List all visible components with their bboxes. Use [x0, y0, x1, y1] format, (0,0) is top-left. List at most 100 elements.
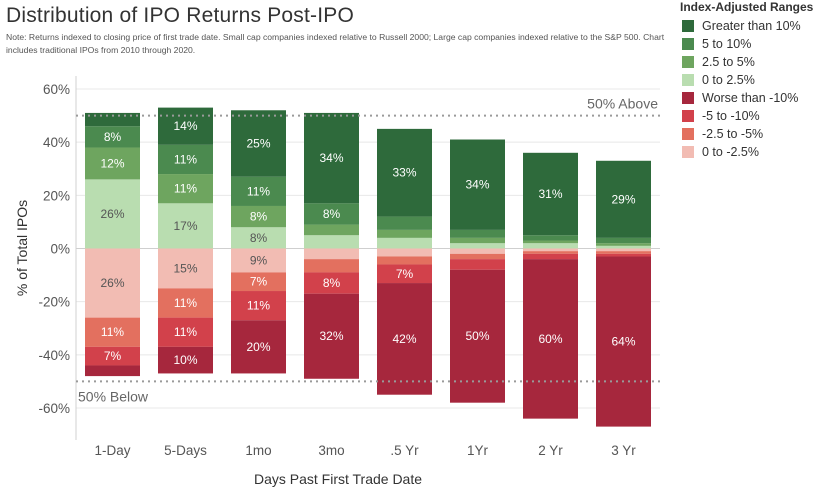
- bar-segment-label: 10%: [173, 353, 197, 367]
- bar-segment: [158, 203, 213, 249]
- bar-segment: [85, 317, 140, 347]
- bar-segment-label: 34%: [319, 151, 343, 165]
- legend-swatch: [682, 92, 694, 104]
- bar-segment: [596, 245, 651, 249]
- bar-segment-label: 11%: [174, 182, 197, 196]
- reference-line-label: 50% Below: [78, 388, 149, 404]
- bar-segment: [231, 291, 286, 321]
- bar-segment: [231, 248, 286, 273]
- bar-segment: [377, 237, 432, 249]
- bar-segment-label: 60%: [538, 332, 562, 346]
- bar-segment: [158, 107, 213, 145]
- bar-segment-label: 11%: [101, 325, 124, 339]
- y-tick-label: 0%: [50, 242, 70, 257]
- legend-swatch: [682, 146, 694, 158]
- bar-segment-label: 32%: [319, 329, 343, 343]
- bar-segment: [523, 240, 578, 244]
- bar-segment-label: 11%: [247, 184, 270, 198]
- chart-title: Distribution of IPO Returns Post-IPO: [6, 4, 354, 27]
- bar-segment: [596, 251, 651, 254]
- bar-segment: [596, 243, 651, 246]
- bar-segment-label: 20%: [246, 340, 270, 354]
- y-tick-label: -40%: [38, 348, 70, 363]
- bar-segment-label: 42%: [392, 332, 416, 346]
- bar-segment-label: 12%: [100, 156, 124, 170]
- chart-note: Note: Returns indexed to closing price o…: [6, 32, 665, 55]
- x-tick-label: 2 Yr: [538, 443, 563, 458]
- bar-segment: [85, 248, 140, 318]
- bar-segment-label: 33%: [392, 166, 416, 180]
- bar-segment: [231, 320, 286, 374]
- bar-segment: [231, 205, 286, 228]
- bar-segment: [450, 269, 505, 403]
- bar-segment: [85, 126, 140, 148]
- bar-segment-label: 11%: [247, 299, 270, 313]
- bar-segment-label: 11%: [174, 296, 197, 310]
- legend-swatch: [682, 128, 694, 140]
- bar-segment: [450, 229, 505, 238]
- legend: Index-Adjusted Ranges Greater than 10% 5…: [660, 0, 820, 161]
- bar-segment: [523, 235, 578, 241]
- x-axis-title: Days Past First Trade Date: [254, 471, 422, 487]
- bar-segment: [231, 272, 286, 292]
- legend-item-minus-5-to-minus-10[interactable]: -5 to -10%: [682, 107, 820, 125]
- bar-segment-label: 17%: [173, 219, 197, 233]
- bar-segment-label: 8%: [323, 276, 341, 290]
- legend-label: 2.5 to 5%: [702, 55, 755, 69]
- bar-segment: [450, 253, 505, 260]
- x-tick-label: .5 Yr: [390, 443, 419, 458]
- legend-label: Greater than 10%: [702, 19, 801, 33]
- bar-segment: [523, 243, 578, 249]
- legend-swatch: [682, 38, 694, 50]
- bar-segment-label: 8%: [250, 231, 268, 245]
- bar-segment: [450, 237, 505, 244]
- bar-segment: [377, 264, 432, 284]
- bar-segment: [158, 288, 213, 318]
- legend-item-0-to-2-5[interactable]: 0 to 2.5%: [682, 71, 820, 89]
- bar-segment: [377, 229, 432, 238]
- bar-segment-label: 31%: [538, 187, 562, 201]
- legend-item-2-5-to-5[interactable]: 2.5 to 5%: [682, 53, 820, 71]
- bar-segment: [377, 256, 432, 265]
- legend-item-0-to-minus-2-5[interactable]: 0 to -2.5%: [682, 143, 820, 161]
- bar-segment: [304, 259, 359, 273]
- bar-segment: [377, 128, 432, 217]
- bar-segment-label: 26%: [100, 207, 124, 221]
- bar-segment: [304, 272, 359, 294]
- legend-item-minus-2-5-to-minus-5[interactable]: -2.5 to -5%: [682, 125, 820, 143]
- legend-swatch: [682, 20, 694, 32]
- legend-label: 0 to 2.5%: [702, 73, 755, 87]
- y-tick-label: 60%: [43, 82, 70, 97]
- bar-segment: [377, 216, 432, 230]
- bar-segment: [596, 237, 651, 244]
- x-tick-label: 1-Day: [94, 443, 130, 458]
- legend-swatch: [682, 56, 694, 68]
- bar-segment: [304, 293, 359, 379]
- bar-segment: [158, 174, 213, 204]
- bar-segment: [158, 248, 213, 289]
- legend-label: 5 to 10%: [702, 37, 752, 51]
- y-tick-label: 20%: [43, 188, 70, 203]
- bar-segment: [523, 248, 578, 252]
- x-tick-label: 1mo: [245, 443, 271, 458]
- bar-segment-label: 11%: [174, 325, 197, 339]
- legend-item-5-to-10[interactable]: 5 to 10%: [682, 35, 820, 53]
- bar-segment: [85, 179, 140, 249]
- bar-segment: [596, 256, 651, 427]
- bar-segment: [596, 253, 651, 257]
- bar-segment-label: 15%: [173, 261, 197, 275]
- legend-item-greater-than-10[interactable]: Greater than 10%: [682, 17, 820, 35]
- bar-segment: [231, 110, 286, 177]
- bar-segment: [304, 235, 359, 249]
- bar-segment: [450, 139, 505, 230]
- bar-segment-label: 8%: [104, 130, 122, 144]
- bar-segment-label: 50%: [465, 329, 489, 343]
- bar-segment-label: 64%: [611, 335, 635, 349]
- bar-segment-label: 7%: [250, 275, 268, 289]
- legend-item-worse-than-minus-10[interactable]: Worse than -10%: [682, 89, 820, 107]
- y-tick-label: -20%: [38, 295, 70, 310]
- bar-segment-label: 25%: [246, 136, 270, 150]
- bar-segment: [596, 248, 651, 252]
- bar-segment: [596, 160, 651, 238]
- y-axis-title: % of Total IPOs: [14, 200, 30, 296]
